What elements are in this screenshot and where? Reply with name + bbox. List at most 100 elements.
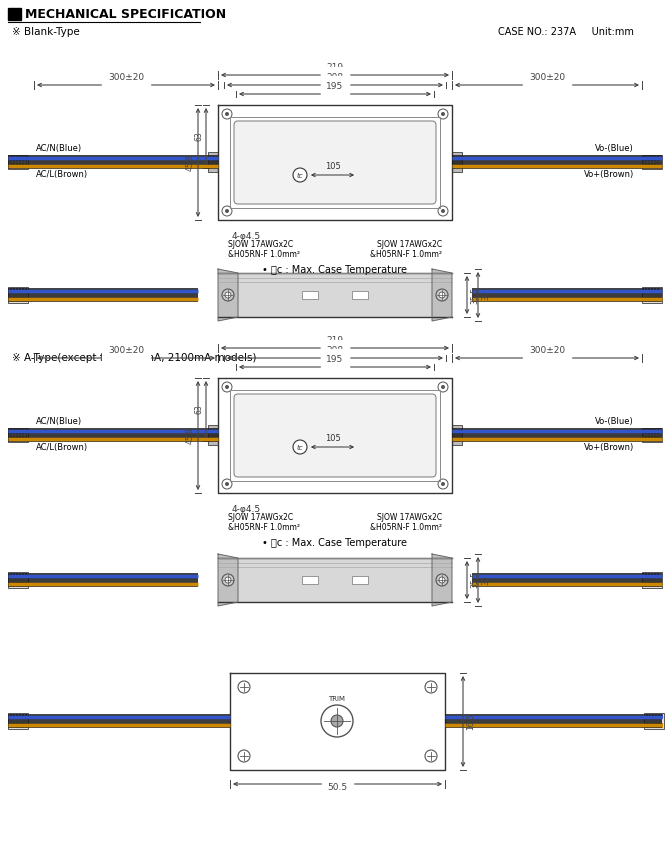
Text: 105: 105 (325, 162, 341, 171)
Bar (657, 163, 659, 168)
Circle shape (222, 479, 232, 489)
Bar (654, 297, 655, 302)
Bar (10, 723, 11, 728)
Text: Vo-(Blue): Vo-(Blue) (595, 144, 634, 153)
Bar (642, 156, 643, 161)
Bar (645, 429, 647, 434)
Bar (651, 429, 653, 434)
Bar (642, 155, 662, 169)
Bar (655, 714, 657, 719)
Bar (22, 163, 23, 168)
Text: &H05RN-F 1.0mm²: &H05RN-F 1.0mm² (370, 523, 442, 532)
Bar (22, 573, 23, 578)
Bar (16, 714, 17, 719)
Bar (657, 297, 659, 302)
Bar (13, 429, 15, 434)
Bar (19, 156, 21, 161)
Bar (642, 287, 662, 303)
Circle shape (225, 482, 229, 486)
Bar (648, 582, 649, 587)
Bar (302, 291, 318, 299)
Bar (10, 436, 11, 441)
Text: SJOW 17AWGx2C: SJOW 17AWGx2C (228, 513, 293, 522)
Bar (16, 582, 17, 587)
Bar (644, 713, 664, 729)
Circle shape (225, 385, 229, 389)
Bar (642, 428, 662, 442)
Bar (651, 573, 653, 578)
Circle shape (293, 440, 307, 454)
Bar (8, 713, 28, 729)
Bar (22, 714, 23, 719)
Text: SJOW 17AWGx2C: SJOW 17AWGx2C (377, 240, 442, 249)
Bar (648, 163, 649, 168)
FancyBboxPatch shape (234, 394, 436, 477)
Bar (654, 429, 655, 434)
Text: 45.8: 45.8 (186, 154, 195, 171)
Bar (649, 723, 651, 728)
Bar (8, 8, 21, 20)
Bar (22, 297, 23, 302)
Bar (10, 297, 11, 302)
Bar (648, 429, 649, 434)
Bar (13, 714, 15, 719)
Bar (25, 429, 27, 434)
Circle shape (222, 382, 232, 392)
Circle shape (439, 292, 445, 298)
Bar (19, 714, 21, 719)
Circle shape (425, 750, 437, 762)
Bar (10, 429, 11, 434)
Text: 219: 219 (326, 336, 344, 345)
Bar (642, 582, 643, 587)
Bar (208, 425, 218, 445)
Bar (25, 723, 27, 728)
Bar (452, 152, 462, 172)
Bar (651, 436, 653, 441)
Bar (25, 714, 27, 719)
Bar (645, 436, 647, 441)
Bar (645, 582, 647, 587)
Bar (642, 429, 643, 434)
Bar (649, 714, 651, 719)
Bar (657, 573, 659, 578)
Polygon shape (218, 558, 452, 602)
Bar (654, 288, 655, 293)
Bar (646, 723, 647, 728)
Circle shape (441, 482, 445, 486)
Bar (657, 288, 659, 293)
Bar (13, 436, 15, 441)
Circle shape (222, 109, 232, 119)
Bar (19, 297, 21, 302)
Bar (654, 163, 655, 168)
Bar (642, 573, 643, 578)
Bar (642, 297, 643, 302)
Text: &H05RN-F 1.0mm²: &H05RN-F 1.0mm² (228, 523, 300, 532)
Text: SJOW 17AWGx2C: SJOW 17AWGx2C (377, 513, 442, 522)
Bar (651, 297, 653, 302)
Bar (661, 723, 663, 728)
Bar (19, 436, 21, 441)
Bar (13, 723, 15, 728)
Bar (22, 436, 23, 441)
Circle shape (225, 292, 231, 298)
Circle shape (225, 577, 231, 583)
Bar (645, 297, 647, 302)
Bar (642, 436, 643, 441)
Circle shape (225, 209, 229, 213)
Text: &H05RN-F 1.0mm²: &H05RN-F 1.0mm² (370, 250, 442, 259)
Text: &H05RN-F 1.0mm²: &H05RN-F 1.0mm² (228, 250, 300, 259)
Circle shape (331, 715, 343, 727)
Bar (16, 156, 17, 161)
Bar (661, 714, 663, 719)
Bar (654, 582, 655, 587)
Text: 45.8: 45.8 (186, 427, 195, 444)
Text: 300±20: 300±20 (529, 73, 565, 82)
Text: Vo+(Brown): Vo+(Brown) (584, 170, 634, 179)
Text: 105: 105 (325, 434, 341, 443)
Text: AC/L(Brown): AC/L(Brown) (36, 443, 88, 452)
Polygon shape (218, 273, 452, 317)
Text: SJOW 17AWGx2C: SJOW 17AWGx2C (228, 240, 293, 249)
Bar (654, 156, 655, 161)
Bar (22, 582, 23, 587)
Bar (452, 425, 462, 445)
